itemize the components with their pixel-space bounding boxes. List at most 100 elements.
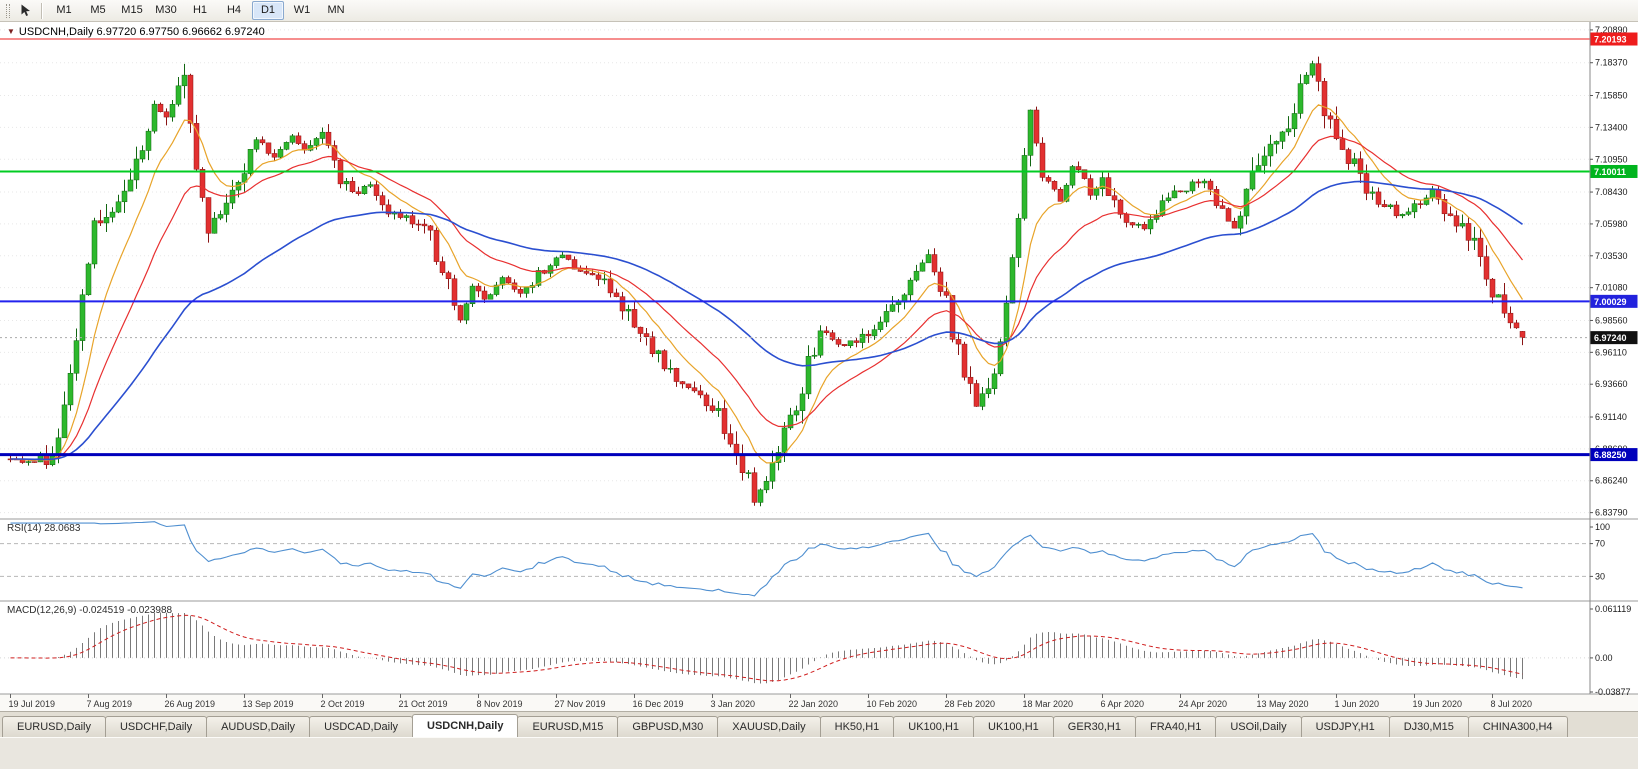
- macd-indicator-label: MACD(12,26,9) -0.024519 -0.023988: [7, 605, 173, 616]
- svg-text:18 Mar 2020: 18 Mar 2020: [1023, 699, 1074, 709]
- svg-text:24 Apr 2020: 24 Apr 2020: [1179, 699, 1228, 709]
- toolbar: M1 M5 M15 M30 H1 H4 D1 W1 MN: [0, 0, 1638, 22]
- date-axis: [0, 694, 1638, 711]
- timeframe-button-h4[interactable]: H4: [226, 4, 242, 16]
- ma-fast-line: [10, 104, 1524, 464]
- chart-tab-fra40-h1[interactable]: FRA40,H1: [1135, 716, 1217, 737]
- svg-text:13 May 2020: 13 May 2020: [1257, 699, 1309, 709]
- chart-tab-china300-h4[interactable]: CHINA300,H4: [1467, 716, 1568, 737]
- svg-text:16 Dec 2019: 16 Dec 2019: [633, 699, 684, 709]
- svg-text:7.03530: 7.03530: [1595, 251, 1628, 261]
- chart-tab-usdjpy-h1[interactable]: USDJPY,H1: [1300, 716, 1390, 737]
- svg-text:8 Nov 2019: 8 Nov 2019: [477, 699, 523, 709]
- svg-text:22 Jan 2020: 22 Jan 2020: [789, 699, 839, 709]
- svg-text:6.86240: 6.86240: [1595, 476, 1628, 486]
- svg-text:6 Apr 2020: 6 Apr 2020: [1101, 699, 1145, 709]
- svg-text:6.97240: 6.97240: [1594, 333, 1627, 343]
- timeframe-button-m1[interactable]: M1: [56, 4, 72, 16]
- chart-tab-uk100-h1[interactable]: UK100,H1: [973, 716, 1054, 737]
- chart-tab-hk50-h1[interactable]: HK50,H1: [819, 716, 895, 737]
- svg-text:21 Oct 2019: 21 Oct 2019: [399, 699, 448, 709]
- svg-text:19 Jun 2020: 19 Jun 2020: [1413, 699, 1463, 709]
- chart-tab-usdcnh-daily[interactable]: USDCNH,Daily: [412, 714, 519, 737]
- chart-tab-gbpusd-m30[interactable]: GBPUSD,M30: [617, 716, 719, 737]
- timeframe-button-m15[interactable]: M15: [121, 4, 143, 16]
- svg-text:0.00: 0.00: [1595, 653, 1613, 663]
- chart-tab-audusd-daily[interactable]: AUDUSD,Daily: [206, 716, 311, 737]
- svg-text:7.10011: 7.10011: [1594, 167, 1626, 177]
- svg-text:19 Jul 2019: 19 Jul 2019: [9, 699, 56, 709]
- chart-region: 7.20890 7.18370 7.15850 7.13400 7.10950 7.084…: [0, 22, 1638, 711]
- date-labels: 19 Jul 2019 7 Aug 2019 26 Aug 2019 13 Sep 2…: [9, 694, 1533, 709]
- toolbar-grip[interactable]: [6, 3, 10, 18]
- svg-text:7 Aug 2019: 7 Aug 2019: [87, 699, 133, 709]
- svg-text:13 Sep 2019: 13 Sep 2019: [243, 699, 294, 709]
- svg-text:70: 70: [1595, 539, 1605, 549]
- status-bar: [0, 737, 1638, 769]
- chart-tab-eurusd-m15[interactable]: EURUSD,M15: [517, 716, 619, 737]
- timeframe-button-w1[interactable]: W1: [293, 4, 311, 16]
- svg-text:26 Aug 2019: 26 Aug 2019: [165, 699, 216, 709]
- svg-text:7.01080: 7.01080: [1595, 283, 1628, 293]
- price-tag-resistance-green[interactable]: 7.10011: [1590, 164, 1638, 178]
- svg-text:10 Feb 2020: 10 Feb 2020: [867, 699, 918, 709]
- svg-text:6.83790: 6.83790: [1595, 508, 1628, 518]
- svg-text:27 Nov 2019: 27 Nov 2019: [555, 699, 606, 709]
- candles-layer: [7, 56, 1526, 507]
- svg-text:7.05980: 7.05980: [1595, 219, 1628, 229]
- timeframe-button-h1[interactable]: H1: [192, 4, 208, 16]
- svg-text:7.15850: 7.15850: [1595, 91, 1628, 101]
- svg-text:8 Jul 2020: 8 Jul 2020: [1491, 699, 1533, 709]
- svg-text:100: 100: [1595, 522, 1610, 532]
- chart-tab-uk100-h1[interactable]: UK100,H1: [893, 716, 975, 737]
- svg-text:7.13400: 7.13400: [1595, 122, 1628, 132]
- chart-tab-ger30-h1[interactable]: GER30,H1: [1052, 716, 1136, 737]
- svg-text:6.93660: 6.93660: [1595, 379, 1628, 389]
- timeframe-button-m5[interactable]: M5: [90, 4, 106, 16]
- svg-text:6.91140: 6.91140: [1595, 412, 1627, 422]
- price-tag-resistance-red[interactable]: 7.20193: [1590, 32, 1638, 46]
- cursor-icon[interactable]: [16, 2, 36, 20]
- chart-tab-usdcad-daily[interactable]: USDCAD,Daily: [309, 716, 414, 737]
- macd-signal-line: [10, 614, 1523, 682]
- chart-tab-usoil-daily[interactable]: USOil,Daily: [1215, 716, 1302, 737]
- price-tag-current[interactable]: 6.97240: [1590, 331, 1638, 345]
- timeframe-button-m30[interactable]: M30: [155, 4, 177, 16]
- svg-text:6.98560: 6.98560: [1595, 315, 1628, 325]
- svg-text:28 Feb 2020: 28 Feb 2020: [945, 699, 996, 709]
- toolbar-separator: [41, 2, 42, 19]
- svg-text:2 Oct 2019: 2 Oct 2019: [321, 699, 365, 709]
- svg-text:0.061119: 0.061119: [1595, 604, 1631, 614]
- timeframe-button-d1[interactable]: D1: [252, 1, 284, 20]
- svg-text:7.20890: 7.20890: [1595, 25, 1628, 35]
- chart-tab-usdchf-daily[interactable]: USDCHF,Daily: [104, 716, 208, 737]
- chart-tab-xauusd-daily[interactable]: XAUUSD,Daily: [717, 716, 821, 737]
- timeframe-toolbar: M1 M5 M15 M30 H1 H4 D1 W1 MN: [47, 1, 353, 20]
- chart-canvas[interactable]: 7.20890 7.18370 7.15850 7.13400 7.10950 7.084…: [0, 22, 1638, 711]
- chart-title-text: USDCNH,Daily 6.97720 6.97750 6.96662 6.9…: [18, 26, 265, 38]
- svg-text:-0.03877: -0.03877: [1595, 687, 1631, 697]
- svg-text:7.10950: 7.10950: [1595, 154, 1628, 164]
- svg-text:6.88250: 6.88250: [1594, 450, 1627, 460]
- svg-text:3 Jan 2020: 3 Jan 2020: [711, 699, 756, 709]
- price-gridlines: [0, 29, 1590, 514]
- ma-mid-line: [10, 135, 1523, 461]
- macd-histogram: [16, 612, 1523, 684]
- price-tag-support-blue[interactable]: 7.00029: [1590, 294, 1638, 308]
- svg-text:7.18370: 7.18370: [1595, 58, 1628, 68]
- chart-tab-dj30-m15[interactable]: DJ30,M15: [1388, 716, 1469, 737]
- chart-tabs-bar: EURUSD,Daily USDCHF,Daily AUDUSD,Daily USDC…: [0, 711, 1638, 737]
- timeframe-button-mn[interactable]: MN: [327, 4, 345, 16]
- collapse-arrow-icon[interactable]: ▼: [7, 27, 15, 36]
- svg-text:30: 30: [1595, 571, 1605, 581]
- svg-text:6.96110: 6.96110: [1595, 347, 1627, 357]
- svg-text:7.00029: 7.00029: [1594, 297, 1627, 307]
- price-tag-support-navy[interactable]: 6.88250: [1590, 448, 1638, 462]
- svg-text:7.20193: 7.20193: [1594, 35, 1627, 45]
- ma-slow-line: [10, 180, 1523, 461]
- chart-tab-eurusd-daily[interactable]: EURUSD,Daily: [2, 716, 106, 737]
- rsi-indicator-label: RSI(14) 28.0683: [7, 523, 81, 534]
- rsi-line: [10, 521, 1523, 597]
- chart-title: ▼ USDCNH,Daily 6.97720 6.97750 6.96662 6.…: [7, 26, 265, 38]
- svg-text:1 Jun 2020: 1 Jun 2020: [1335, 699, 1380, 709]
